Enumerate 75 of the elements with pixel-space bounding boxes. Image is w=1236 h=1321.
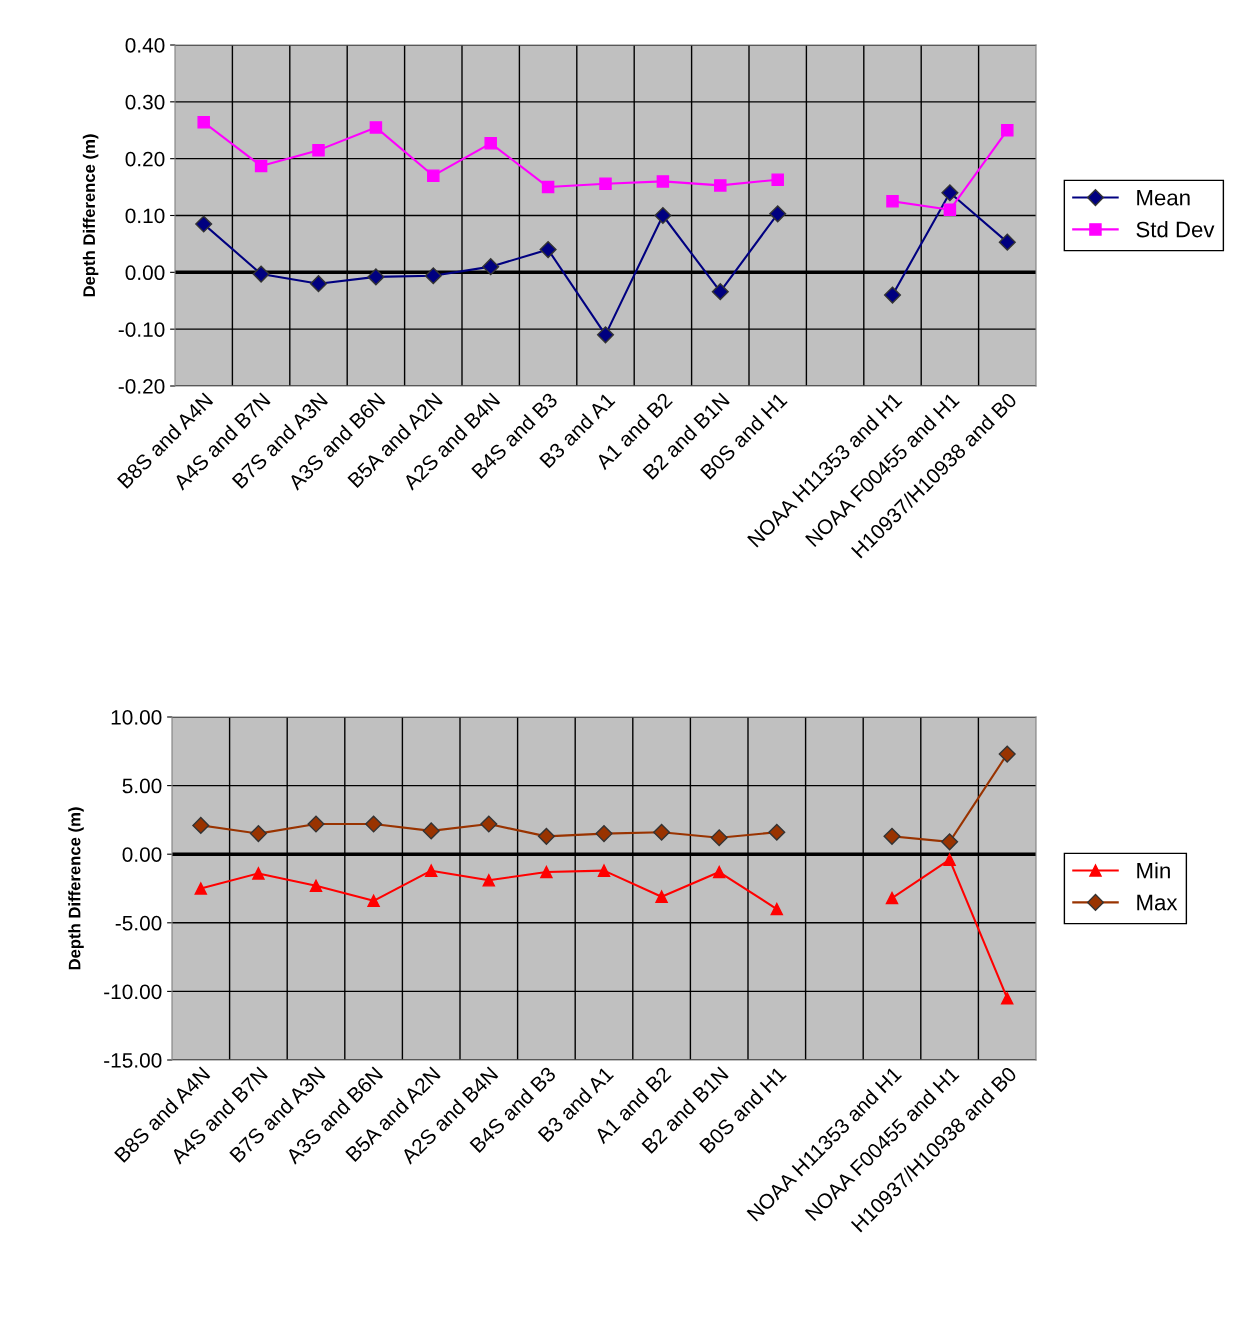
point [886, 195, 899, 208]
point [883, 286, 902, 304]
point [482, 258, 500, 276]
point [711, 283, 729, 301]
point [770, 902, 784, 916]
point [541, 180, 555, 194]
y-tick-label: 10.00 [111, 710, 162, 725]
point [771, 173, 784, 186]
point [484, 137, 497, 150]
point [427, 169, 440, 182]
point [656, 175, 670, 188]
point [599, 177, 612, 190]
point [1001, 123, 1014, 137]
y-tick-label: 0.00 [125, 265, 165, 281]
y-axis-title: Depth Difference (m) [82, 134, 99, 297]
point [307, 815, 325, 833]
legend-label: Std Dev [1136, 221, 1215, 238]
point [1000, 992, 1014, 1005]
point [254, 159, 268, 173]
point [312, 143, 325, 157]
point [883, 827, 901, 845]
point [655, 890, 668, 903]
point [480, 815, 498, 833]
point [424, 864, 438, 877]
legend-label: Min [1137, 862, 1170, 879]
point [424, 267, 442, 285]
y-tick-label: 0.30 [125, 94, 165, 110]
y-axis-title: Depth Difference (m) [68, 807, 84, 970]
point [597, 864, 611, 877]
point [943, 203, 957, 217]
point [595, 825, 613, 843]
y-tick-label: -15.00 [104, 1053, 162, 1068]
point [369, 121, 383, 134]
y-tick-label: 5.00 [122, 778, 162, 794]
y-tick-label: 0.20 [125, 151, 165, 167]
point [367, 268, 385, 286]
legend-label: Mean [1137, 190, 1190, 206]
point [885, 891, 899, 905]
point [537, 827, 555, 845]
point [252, 265, 270, 283]
point [367, 894, 380, 908]
point [768, 823, 786, 841]
point [422, 822, 440, 840]
point [192, 816, 210, 834]
point [596, 326, 615, 344]
point [943, 853, 956, 866]
point [365, 815, 383, 833]
y-tick-label: 0.00 [122, 847, 162, 862]
point [540, 865, 553, 879]
point [482, 874, 496, 887]
y-tick-label: -0.20 [118, 379, 165, 394]
point [941, 833, 959, 851]
point [309, 879, 323, 893]
point [769, 205, 787, 223]
point [941, 184, 959, 202]
point [998, 745, 1016, 763]
point [710, 829, 728, 847]
point [712, 865, 726, 879]
point [653, 823, 671, 841]
point [714, 179, 727, 192]
point [195, 215, 213, 233]
point [654, 206, 672, 225]
point [539, 241, 557, 259]
point [998, 233, 1016, 251]
y-tick-label: -0.10 [118, 322, 165, 337]
y-tick-label: 0.40 [125, 38, 165, 53]
point [249, 825, 267, 843]
point [309, 275, 328, 293]
y-tick-label: -5.00 [115, 915, 162, 931]
point [197, 116, 210, 129]
legend-label: Max [1137, 894, 1178, 911]
y-tick-label: -10.00 [104, 984, 162, 1000]
point [252, 867, 265, 880]
y-tick-label: 0.10 [125, 208, 165, 224]
point [194, 882, 208, 895]
